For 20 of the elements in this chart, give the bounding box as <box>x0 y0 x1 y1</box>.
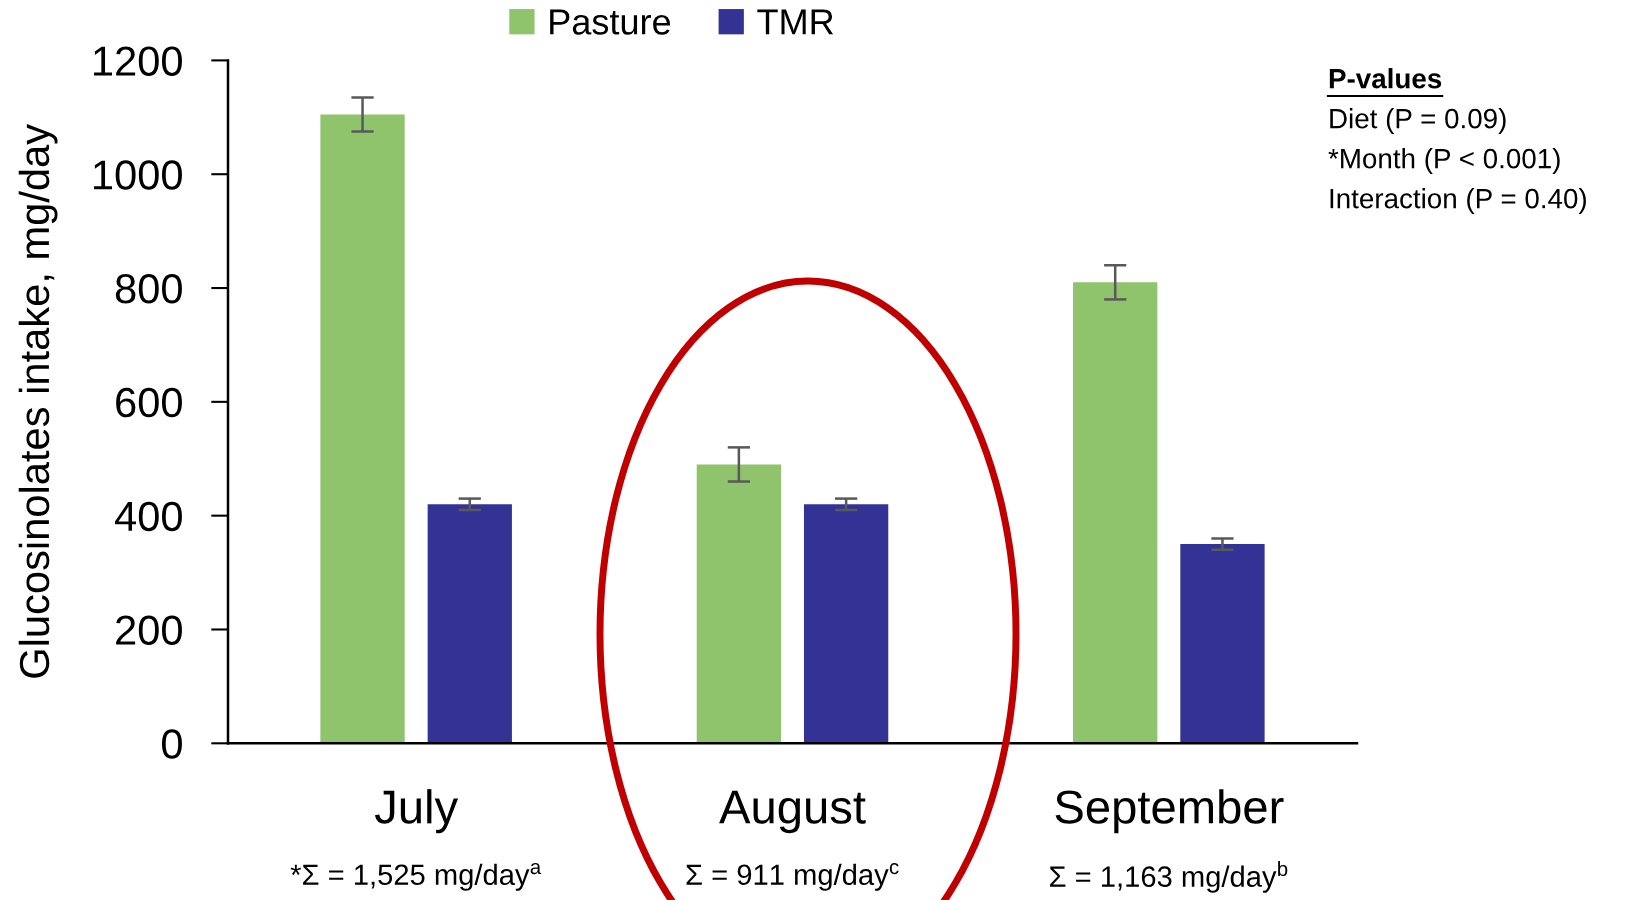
annotation: P-values <box>1329 68 1442 89</box>
text: *Σ = 1,525 mg/day$^{a}$ <box>290 863 542 891</box>
y-tick-label: 1200 <box>94 46 182 76</box>
text: Σ = 911 mg/day$^{c}$ <box>686 863 899 891</box>
y-tick-label: 200 <box>116 615 182 645</box>
x-tick-label: August <box>719 790 866 834</box>
legend-label: Pasture <box>550 9 671 35</box>
x-tick-label: July <box>374 789 459 834</box>
legend-label: TMR <box>757 9 834 35</box>
y-tick-label: 600 <box>116 387 182 418</box>
y-tick-label: 400 <box>115 501 182 532</box>
x-tick-label: September <box>1055 789 1284 834</box>
y-tick-label: 0 <box>162 729 182 759</box>
y-tick-label: 800 <box>115 274 182 304</box>
annotation: Diet (P = 0.09) <box>1330 108 1506 134</box>
annotation: Interaction (P = 0.40) <box>1330 188 1586 214</box>
y-axis-title: Glucosinolates intake, mg/day <box>18 123 58 678</box>
text: Σ = 1,163 mg/day$^{b}$ <box>1050 861 1288 893</box>
annotation: *Month (P < 0.001) <box>1328 148 1560 174</box>
y-tick-label: 1000 <box>94 160 182 190</box>
